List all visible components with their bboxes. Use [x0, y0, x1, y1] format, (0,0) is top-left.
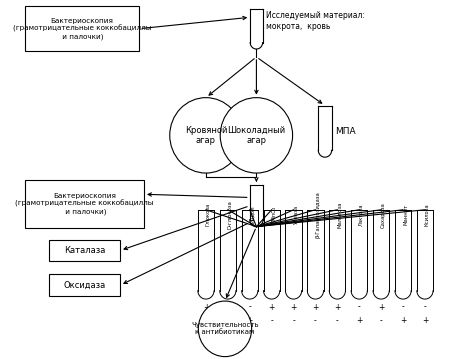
Text: -: - — [292, 316, 295, 325]
Text: Кровяной
агар: Кровяной агар — [185, 126, 227, 145]
Text: β-Галактозидаза: β-Галактозидаза — [315, 191, 320, 238]
Circle shape — [198, 301, 252, 356]
Bar — [49, 239, 120, 261]
Text: Оксидаза: Оксидаза — [63, 281, 106, 290]
Text: +: + — [246, 316, 253, 325]
Text: -: - — [424, 303, 426, 312]
Text: KMnO₄: KMnO₄ — [272, 206, 277, 223]
Bar — [25, 180, 144, 228]
Text: МПА: МПА — [335, 127, 356, 136]
Text: -: - — [205, 316, 207, 325]
Text: Ксилоза: Ксилоза — [425, 204, 430, 226]
Circle shape — [170, 98, 242, 173]
Circle shape — [220, 98, 293, 173]
Text: +: + — [378, 303, 384, 312]
Text: Индол: Индол — [250, 206, 255, 223]
Text: Сахароза: Сахароза — [381, 202, 386, 228]
Text: +: + — [334, 303, 341, 312]
Text: -: - — [248, 303, 251, 312]
Text: D-глюкоза: D-глюкоза — [228, 200, 233, 229]
Text: Уреаза: Уреаза — [294, 205, 299, 224]
Text: -: - — [402, 303, 405, 312]
Text: +: + — [422, 316, 428, 325]
Text: +: + — [290, 303, 297, 312]
Text: -: - — [336, 316, 339, 325]
Text: Бактериоскопия
(грамотрицательные коккобациллы
 и палочки): Бактериоскопия (грамотрицательные коккоб… — [13, 18, 151, 40]
Text: +: + — [203, 303, 209, 312]
Text: Каталаза: Каталаза — [64, 246, 105, 255]
Text: Маннит: Маннит — [403, 204, 408, 225]
Text: Лактоза: Лактоза — [359, 204, 364, 226]
Text: Шоколадный
агар: Шоколадный агар — [227, 126, 285, 145]
Text: -: - — [380, 316, 382, 325]
Text: -: - — [270, 316, 273, 325]
Text: +: + — [356, 316, 362, 325]
Text: Бактериоскопия
(грамотрицательные коккобациллы
 и палочки): Бактериоскопия (грамотрицательные коккоб… — [15, 193, 154, 215]
Text: Мальтоза: Мальтоза — [337, 201, 342, 228]
Bar — [49, 274, 120, 296]
Text: -: - — [226, 316, 229, 325]
Text: -: - — [358, 303, 361, 312]
Text: +: + — [225, 303, 231, 312]
Text: -: - — [314, 316, 317, 325]
Text: Исследуемый материал:
мокрота,  кровь: Исследуемый материал: мокрота, кровь — [266, 11, 365, 31]
Text: Глюкоза: Глюкоза — [206, 203, 211, 227]
Text: +: + — [312, 303, 318, 312]
Text: +: + — [400, 316, 406, 325]
Text: +: + — [269, 303, 275, 312]
Text: Чувствительность
к антибиотикам: Чувствительность к антибиотикам — [191, 322, 259, 335]
Bar — [25, 6, 139, 51]
